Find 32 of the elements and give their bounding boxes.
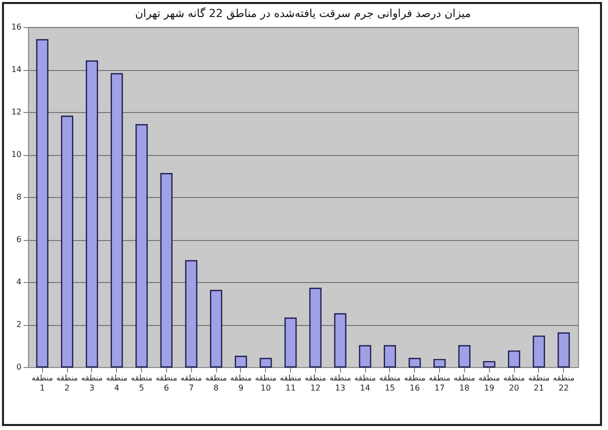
bar	[36, 39, 48, 368]
y-tick-label: 10	[11, 150, 22, 159]
y-tick-label: 0	[16, 362, 22, 372]
y-tick-label: 4	[16, 278, 22, 286]
bar	[260, 358, 272, 368]
y-tick-label: 14	[11, 65, 22, 74]
bar	[334, 313, 346, 368]
y-tick-label: 16	[11, 22, 22, 32]
bar	[284, 318, 297, 368]
bar	[210, 290, 222, 368]
bar	[458, 345, 470, 368]
bar	[508, 350, 520, 368]
bar	[86, 60, 98, 368]
bar	[358, 345, 372, 368]
bar	[185, 260, 198, 368]
bar	[408, 358, 421, 368]
bar	[433, 358, 446, 368]
bar	[234, 356, 248, 368]
bar	[483, 361, 496, 368]
y-tick-label: 12	[11, 108, 22, 116]
bar	[532, 336, 545, 368]
bar	[309, 288, 322, 368]
y-tick-label: 2	[16, 320, 22, 329]
y-tick-label: 8	[16, 192, 22, 202]
bar	[110, 73, 123, 368]
bar	[136, 124, 148, 368]
chart-title: میزان درصد فراوانی جرم سرقت یافته‌شده در مناطق 22 گانه شهر تهران	[135, 7, 471, 20]
bar	[160, 173, 173, 368]
bar	[384, 345, 396, 368]
bar	[558, 332, 570, 368]
bar	[61, 116, 74, 368]
y-tick-label: 6	[16, 235, 22, 244]
